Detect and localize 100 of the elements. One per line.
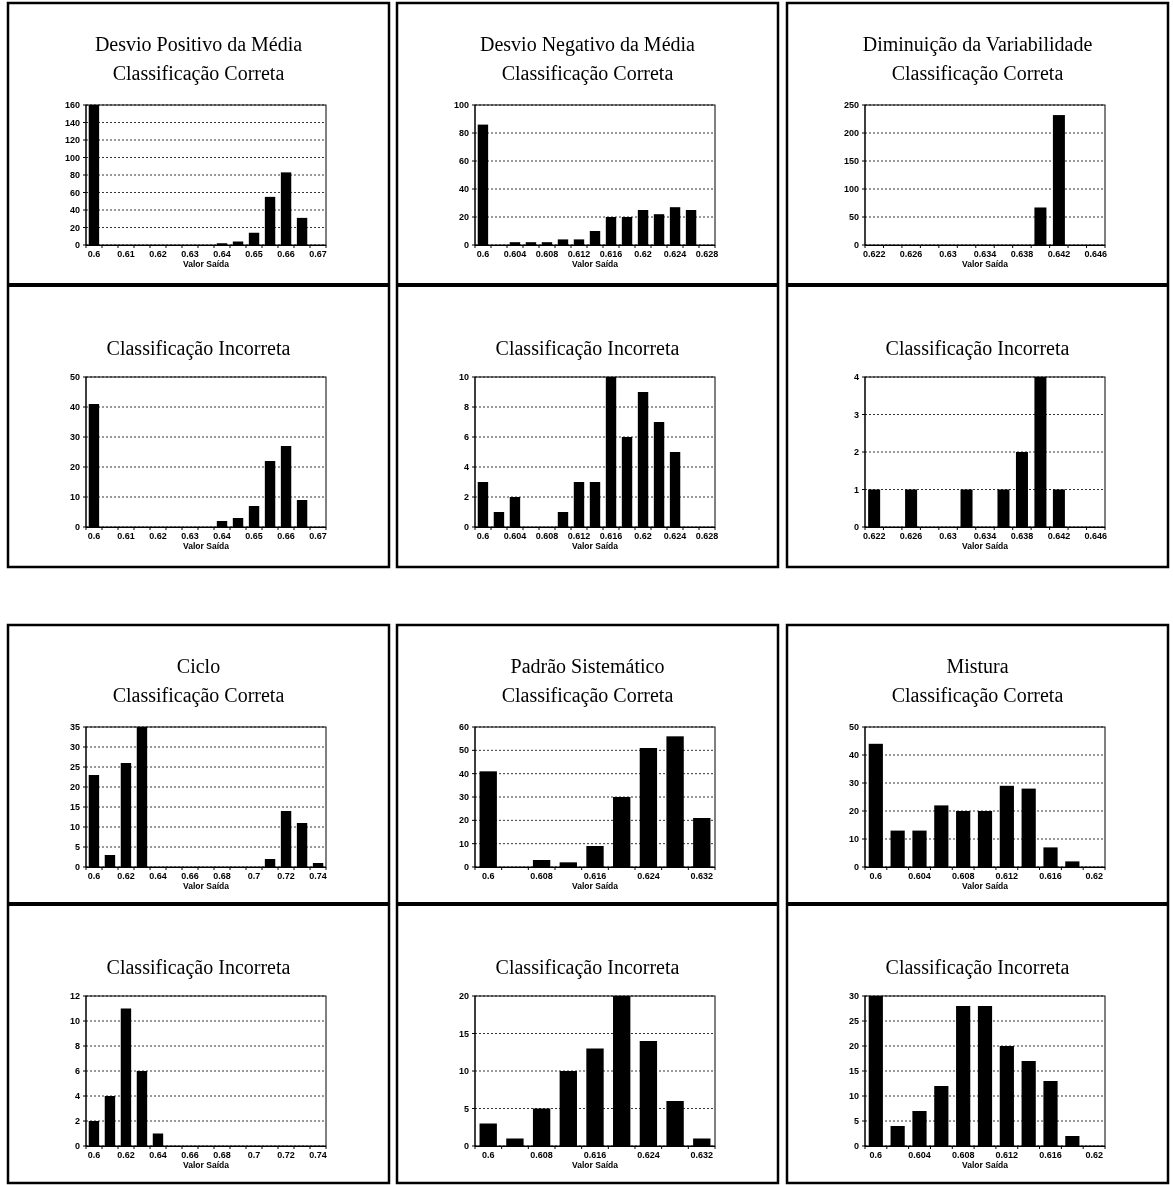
x-tick-label: 0.6 [481, 871, 495, 881]
y-tick-label: 100 [453, 100, 469, 111]
y-tick-label: 10 [848, 1091, 859, 1102]
y-tick-label: 0 [853, 522, 859, 533]
y-tick-label: 150 [843, 156, 859, 167]
x-tick-label: 0.66 [277, 249, 295, 259]
x-tick-label: 0.6 [87, 1150, 101, 1160]
x-tick-label: 0.68 [213, 1150, 231, 1160]
y-tick-label: 15 [458, 1028, 469, 1039]
x-tick-label: 0.6 [869, 1150, 883, 1160]
chart-subtitle: Classificação Correta [501, 62, 674, 85]
y-tick-label: 20 [458, 991, 469, 1002]
y-tick-label: 0 [74, 862, 80, 873]
x-tick-label: 0.62 [1085, 1150, 1103, 1160]
chart-title: Classificação Incorreta [495, 956, 680, 979]
y-tick-label: 0 [74, 522, 80, 533]
y-tick-label: 50 [848, 722, 859, 733]
x-axis-title: Valor Saída [572, 259, 619, 269]
x-tick-label: 0.64 [213, 531, 231, 541]
chart-subtitle: Classificação Correta [112, 62, 285, 85]
x-tick-label: 0.66 [181, 1150, 199, 1160]
chart-subtitle: Classificação Correta [891, 684, 1064, 707]
y-tick-label: 0 [74, 1141, 80, 1152]
chart-title: Mistura [946, 655, 1009, 677]
y-tick-label: 4 [463, 462, 469, 473]
y-tick-label: 40 [848, 750, 859, 761]
x-tick-label: 0.622 [862, 531, 886, 541]
y-tick-label: 80 [69, 170, 80, 181]
x-tick-label: 0.634 [973, 249, 997, 259]
y-tick-label: 6 [463, 432, 469, 443]
y-tick-label: 20 [69, 222, 80, 233]
chart-subtitle: Classificação Correta [891, 62, 1064, 85]
y-tick-label: 100 [843, 184, 859, 195]
x-tick-label: 0.6 [476, 249, 490, 259]
y-tick-label: 10 [458, 838, 469, 849]
y-tick-label: 30 [69, 742, 80, 753]
y-tick-label: 20 [69, 462, 80, 473]
chart-title: Classificação Incorreta [106, 337, 291, 360]
y-tick-label: 0 [853, 1141, 859, 1152]
x-tick-label: 0.608 [530, 871, 553, 881]
y-tick-label: 50 [848, 212, 859, 223]
x-tick-label: 0.624 [663, 531, 687, 541]
y-tick-label: 140 [64, 117, 80, 128]
x-tick-label: 0.62 [117, 871, 135, 881]
y-tick-label: 1 [853, 484, 859, 495]
y-tick-label: 40 [458, 184, 469, 195]
y-tick-label: 50 [458, 745, 469, 756]
x-tick-label: 0.612 [995, 1150, 1019, 1160]
x-tick-label: 0.7 [247, 871, 261, 881]
x-tick-label: 0.6 [87, 531, 101, 541]
y-tick-label: 2 [853, 447, 859, 458]
x-tick-label: 0.616 [583, 1150, 607, 1160]
x-tick-label: 0.67 [309, 249, 327, 259]
chart-title: Diminuição da Variabilidade [862, 33, 1093, 56]
y-tick-label: 15 [69, 802, 80, 813]
x-axis-title: Valor Saída [572, 541, 619, 551]
y-tick-label: 6 [74, 1066, 80, 1077]
x-tick-label: 0.61 [117, 249, 135, 259]
x-tick-label: 0.62 [634, 531, 652, 541]
y-tick-label: 3 [853, 409, 859, 420]
x-tick-label: 0.68 [213, 871, 231, 881]
y-tick-label: 10 [458, 372, 469, 383]
x-tick-label: 0.64 [149, 1150, 167, 1160]
x-tick-label: 0.72 [277, 1150, 295, 1160]
x-tick-label: 0.63 [939, 531, 957, 541]
x-axis-title: Valor Saída [183, 1160, 230, 1170]
x-tick-label: 0.616 [1039, 1150, 1062, 1160]
y-tick-label: 0 [74, 240, 80, 251]
x-tick-label: 0.63 [181, 531, 199, 541]
x-axis-title: Valor Saída [962, 259, 1009, 269]
y-tick-label: 10 [458, 1066, 469, 1077]
y-tick-label: 0 [853, 240, 859, 251]
x-tick-label: 0.632 [690, 1150, 714, 1160]
x-tick-label: 0.604 [908, 1150, 931, 1160]
x-axis-title: Valor Saída [183, 881, 230, 891]
y-tick-label: 20 [458, 815, 469, 826]
x-tick-label: 0.62 [149, 249, 167, 259]
chart-subtitle: Classificação Correta [501, 684, 674, 707]
y-tick-label: 35 [69, 722, 80, 733]
x-tick-label: 0.646 [1084, 531, 1108, 541]
y-tick-label: 60 [69, 187, 80, 198]
x-tick-label: 0.67 [309, 531, 327, 541]
y-tick-label: 20 [69, 782, 80, 793]
x-tick-label: 0.61 [117, 531, 135, 541]
y-tick-label: 5 [463, 1103, 469, 1114]
x-tick-label: 0.612 [567, 531, 591, 541]
x-tick-label: 0.6 [87, 249, 101, 259]
y-tick-label: 50 [69, 372, 80, 383]
x-tick-label: 0.62 [1085, 871, 1103, 881]
x-tick-label: 0.64 [149, 871, 167, 881]
x-tick-label: 0.63 [181, 249, 199, 259]
x-tick-label: 0.608 [535, 531, 559, 541]
x-tick-label: 0.634 [973, 531, 997, 541]
x-tick-label: 0.624 [637, 1150, 660, 1160]
chart-title: Desvio Positivo da Média [94, 33, 303, 55]
y-tick-label: 80 [458, 128, 469, 139]
x-axis-title: Valor Saída [183, 259, 230, 269]
x-tick-label: 0.66 [277, 531, 295, 541]
y-tick-label: 10 [69, 492, 80, 503]
x-tick-label: 0.624 [637, 871, 660, 881]
